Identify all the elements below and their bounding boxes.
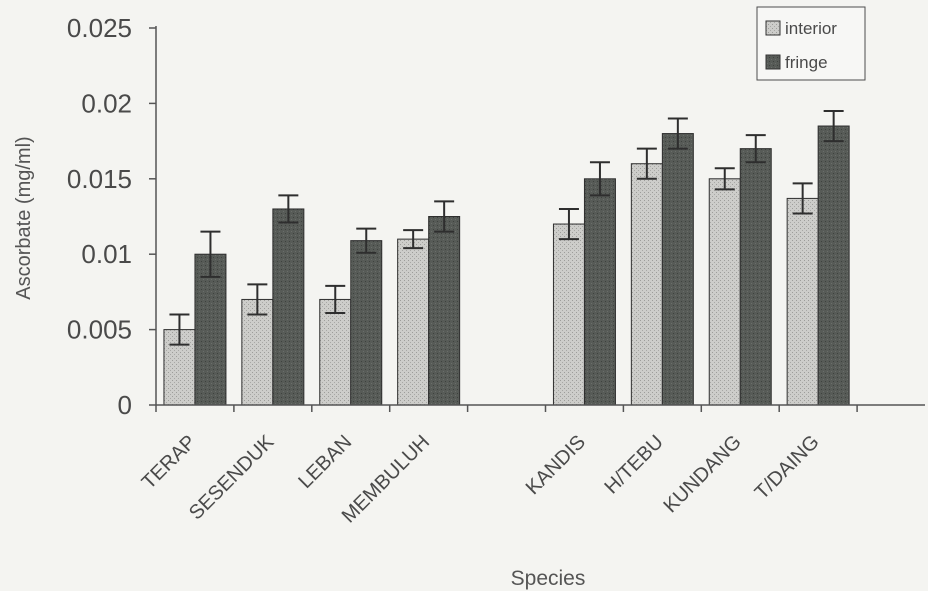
legend: interior fringe xyxy=(756,6,866,81)
axes-layer xyxy=(149,26,925,412)
bar-interior-kundang xyxy=(708,178,741,406)
x-tick-label: KUNDANG xyxy=(660,431,746,517)
x-tick-label: T/DAING xyxy=(751,431,824,504)
y-tick-labels: 0 0.005 0.01 0.015 0.02 0.025 xyxy=(67,13,132,420)
y-tick-label: 0.005 xyxy=(67,315,132,345)
x-tick-label: KANDIS xyxy=(522,431,590,499)
y-tick-label: 0.02 xyxy=(81,88,132,118)
bar-fringe-leban xyxy=(350,240,383,406)
legend-swatch-interior xyxy=(765,20,781,36)
bar-fringe-h-tebu xyxy=(661,133,694,406)
bar-interior-h-tebu xyxy=(630,163,663,406)
bar-interior-t-daing xyxy=(786,197,819,406)
bar-interior-leban xyxy=(319,298,352,406)
y-tick-label: 0.025 xyxy=(67,13,132,43)
bar-fringe-kundang xyxy=(739,148,772,406)
legend-swatch-fringe xyxy=(765,54,781,70)
bar-fringe-sesenduk xyxy=(272,208,305,406)
bar-interior-kandis xyxy=(552,223,585,406)
bar-fringe-kandis xyxy=(583,178,616,406)
x-tick-label: TERAP xyxy=(138,431,201,494)
error-bars-layer xyxy=(169,109,844,346)
bars-layer xyxy=(163,125,850,406)
x-tick-label: H/TEBU xyxy=(600,431,667,498)
y-tick-label: 0 xyxy=(118,390,132,420)
bar-fringe-terap xyxy=(194,253,227,406)
bar-fringe-membuluh xyxy=(428,216,461,406)
y-tick-label: 0.015 xyxy=(67,164,132,194)
y-tick-label: 0.01 xyxy=(81,239,132,269)
legend-label-fringe: fringe xyxy=(785,53,828,72)
x-tick-label: LEBAN xyxy=(294,431,356,493)
legend-label-interior: interior xyxy=(785,19,837,38)
x-tick-label: SESENDUK xyxy=(185,431,279,525)
y-axis-title: Ascorbate (mg/ml) xyxy=(13,136,35,299)
bar-interior-membuluh xyxy=(397,238,430,406)
x-axis-title: Species xyxy=(511,567,586,590)
bar-fringe-t-daing xyxy=(817,125,850,406)
